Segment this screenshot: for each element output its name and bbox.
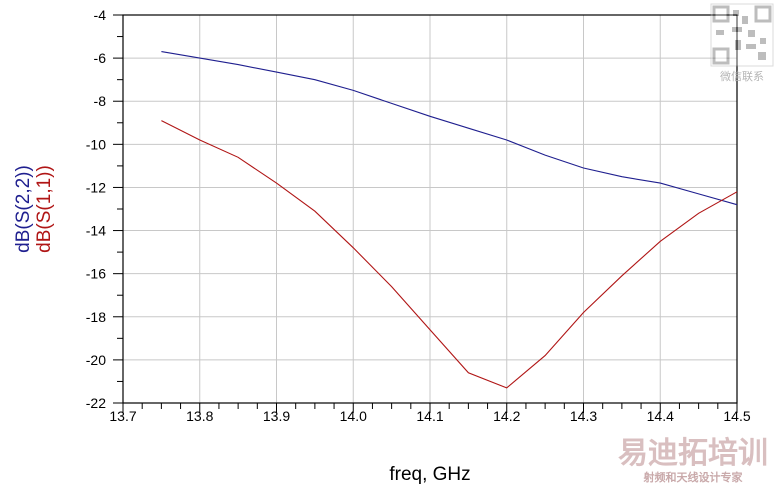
- y-tick-label: -18: [86, 309, 106, 325]
- x-tick-label: 14.3: [570, 408, 597, 424]
- y-tick-label: -12: [86, 179, 106, 195]
- x-tick-label: 14.2: [493, 408, 520, 424]
- y-tick-label: -6: [94, 50, 107, 66]
- y-tick-label: -10: [86, 136, 106, 152]
- watermark-brand: 易迪拓培训: [618, 436, 768, 471]
- x-tick-label: 14.5: [723, 408, 750, 424]
- y-tick-label: -22: [86, 395, 106, 411]
- legend-series-s22: dB(S(2,2)): [13, 165, 34, 253]
- series-layer: [161, 51, 738, 389]
- y-tick-label: -16: [86, 266, 106, 282]
- x-tick-label: 14.0: [340, 408, 367, 424]
- qr-caption: 微信联系: [720, 69, 764, 83]
- grid-layer: [122, 14, 738, 404]
- x-tick-label: 14.1: [416, 408, 443, 424]
- x-tick-label: 13.7: [109, 408, 136, 424]
- y-tick-label: -8: [94, 93, 107, 109]
- qr-code-watermark: [710, 3, 774, 67]
- y-tick-label: -14: [86, 223, 106, 239]
- y-tick-label: -4: [94, 7, 107, 23]
- series-line-s11: [161, 120, 738, 389]
- y-tick-label: -20: [86, 352, 106, 368]
- watermark-tagline: 射频和天线设计专家: [643, 470, 744, 484]
- series-line-s22: [161, 51, 738, 206]
- x-tick-label: 14.4: [647, 408, 674, 424]
- x-tick-label: 13.9: [263, 408, 290, 424]
- x-axis-title: freq, GHz: [389, 464, 470, 485]
- legend-series-s11: dB(S(1,1)): [34, 165, 55, 253]
- ticks-layer: 13.7 13.8 13.9 14.0 14.1 14.2 14.3 14.4 14.5 -4 -6…: [86, 7, 751, 424]
- x-tick-label: 13.8: [186, 408, 213, 424]
